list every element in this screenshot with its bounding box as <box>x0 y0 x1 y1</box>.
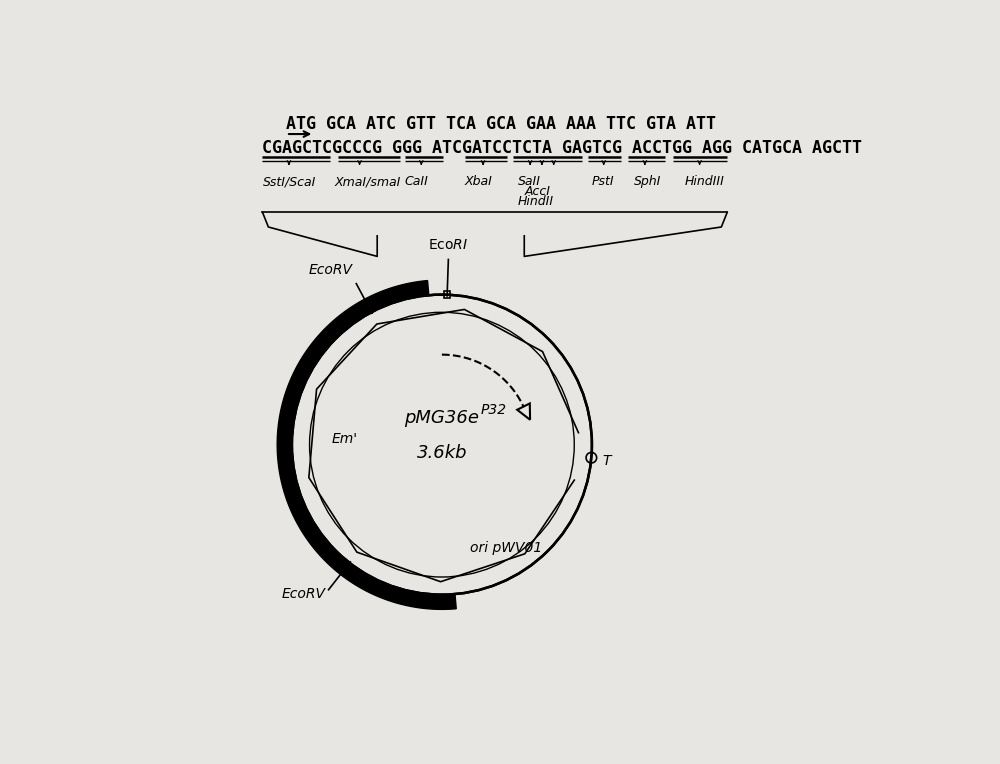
Text: HindII: HindII <box>517 195 553 208</box>
Text: EcoRV: EcoRV <box>282 587 326 601</box>
Bar <box>444 292 450 298</box>
Text: pMG36e: pMG36e <box>404 410 479 427</box>
Text: XbaI: XbaI <box>465 175 493 188</box>
Text: Em': Em' <box>332 432 358 445</box>
Text: P32: P32 <box>480 403 507 417</box>
Text: AccI: AccI <box>524 185 550 198</box>
Text: CaII: CaII <box>404 175 428 188</box>
Text: 3.6kb: 3.6kb <box>417 445 467 462</box>
Text: PstI: PstI <box>592 175 615 188</box>
Text: ATG GCA ATC GTT TCA GCA GAA AAA TTC GTA ATT: ATG GCA ATC GTT TCA GCA GAA AAA TTC GTA … <box>286 115 716 133</box>
Text: EcoRV: EcoRV <box>309 263 353 277</box>
Text: ori pWV01: ori pWV01 <box>470 541 543 555</box>
Text: T: T <box>602 454 610 468</box>
Text: HindIII: HindIII <box>685 175 725 188</box>
Text: SstI/ScaI: SstI/ScaI <box>262 175 316 188</box>
Text: CGAGCTCGCCCG GGG ATCGATCCTCTA GAGTCG ACCTGG AGG CATGCA AGCTT: CGAGCTCGCCCG GGG ATCGATCCTCTA GAGTCG ACC… <box>262 138 862 157</box>
Text: SphI: SphI <box>634 175 662 188</box>
Text: XmaI/smaI: XmaI/smaI <box>334 175 401 188</box>
Text: SaII: SaII <box>518 175 541 188</box>
Polygon shape <box>277 280 456 610</box>
Text: Eco$RI$: Eco$RI$ <box>428 238 469 252</box>
